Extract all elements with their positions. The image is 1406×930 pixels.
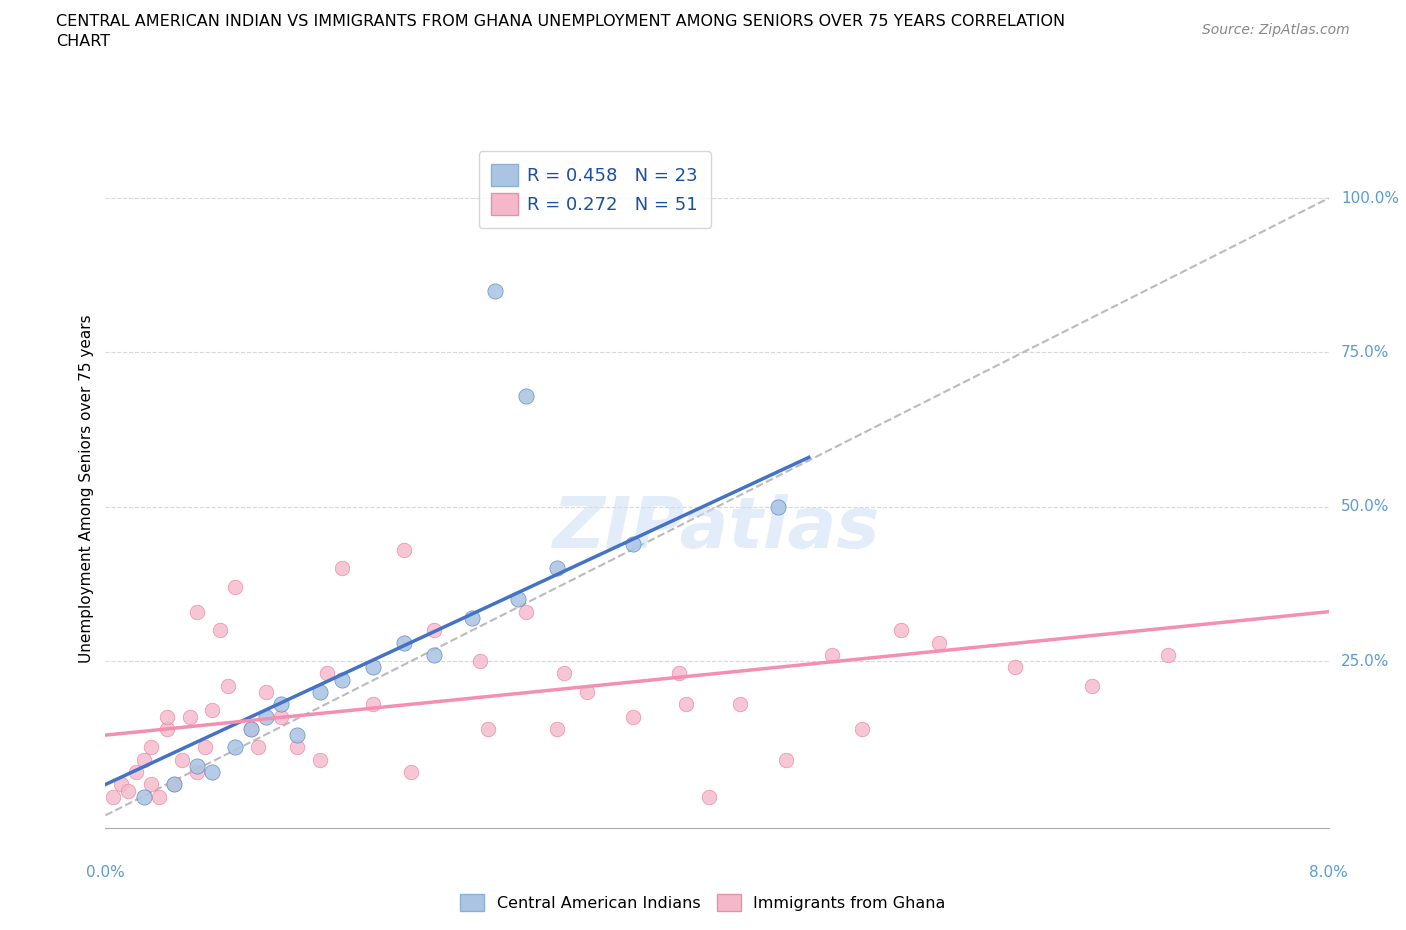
Point bbox=[484, 284, 506, 299]
Point bbox=[392, 635, 415, 650]
Point bbox=[155, 710, 177, 724]
Point bbox=[201, 703, 224, 718]
Point bbox=[308, 684, 330, 699]
Point bbox=[186, 604, 208, 619]
Point bbox=[546, 722, 568, 737]
Point bbox=[270, 710, 292, 724]
Point bbox=[621, 537, 644, 551]
Point bbox=[423, 623, 446, 638]
Point bbox=[928, 635, 950, 650]
Point bbox=[508, 591, 530, 606]
Point bbox=[1157, 647, 1180, 662]
Point bbox=[141, 740, 163, 755]
Point bbox=[477, 722, 499, 737]
Point bbox=[186, 764, 208, 779]
Point bbox=[399, 764, 422, 779]
Point bbox=[224, 579, 246, 594]
Point bbox=[553, 666, 575, 681]
Point bbox=[254, 710, 277, 724]
Point bbox=[546, 561, 568, 576]
Point bbox=[125, 764, 148, 779]
Point bbox=[576, 684, 599, 699]
Point bbox=[675, 697, 697, 711]
Point bbox=[699, 790, 721, 804]
Point bbox=[148, 790, 170, 804]
Text: CHART: CHART bbox=[56, 34, 110, 49]
Point bbox=[101, 790, 124, 804]
Point bbox=[332, 672, 354, 687]
Point bbox=[285, 740, 308, 755]
Point bbox=[194, 740, 217, 755]
Point bbox=[163, 777, 186, 792]
Point bbox=[621, 710, 644, 724]
Text: 8.0%: 8.0% bbox=[1309, 865, 1348, 880]
Point bbox=[361, 697, 384, 711]
Point bbox=[217, 678, 239, 693]
Point bbox=[179, 710, 201, 724]
Point bbox=[515, 388, 537, 403]
Point bbox=[239, 722, 262, 737]
Point bbox=[132, 790, 155, 804]
Point bbox=[254, 684, 277, 699]
Point bbox=[186, 759, 208, 774]
Text: 0.0%: 0.0% bbox=[86, 865, 125, 880]
Point bbox=[461, 610, 484, 625]
Text: ZIPatlas: ZIPatlas bbox=[554, 495, 880, 564]
Point bbox=[163, 777, 186, 792]
Point bbox=[392, 542, 415, 557]
Point bbox=[170, 752, 193, 767]
Point bbox=[141, 777, 163, 792]
Point bbox=[361, 659, 384, 674]
Point bbox=[285, 727, 308, 742]
Point bbox=[423, 647, 446, 662]
Point bbox=[132, 752, 155, 767]
Legend: Central American Indians, Immigrants from Ghana: Central American Indians, Immigrants fro… bbox=[454, 888, 952, 917]
Text: Source: ZipAtlas.com: Source: ZipAtlas.com bbox=[1202, 23, 1350, 37]
Text: 75.0%: 75.0% bbox=[1341, 345, 1389, 360]
Point bbox=[209, 623, 232, 638]
Text: 50.0%: 50.0% bbox=[1341, 499, 1389, 514]
Text: 100.0%: 100.0% bbox=[1341, 191, 1399, 206]
Point bbox=[889, 623, 911, 638]
Legend: R = 0.458   N = 23, R = 0.272   N = 51: R = 0.458 N = 23, R = 0.272 N = 51 bbox=[478, 151, 711, 228]
Point bbox=[768, 499, 790, 514]
Point bbox=[247, 740, 270, 755]
Point bbox=[110, 777, 132, 792]
Point bbox=[775, 752, 797, 767]
Point bbox=[821, 647, 844, 662]
Point bbox=[515, 604, 537, 619]
Y-axis label: Unemployment Among Seniors over 75 years: Unemployment Among Seniors over 75 years bbox=[79, 314, 94, 662]
Text: CENTRAL AMERICAN INDIAN VS IMMIGRANTS FROM GHANA UNEMPLOYMENT AMONG SENIORS OVER: CENTRAL AMERICAN INDIAN VS IMMIGRANTS FR… bbox=[56, 14, 1066, 29]
Point bbox=[155, 722, 177, 737]
Text: 25.0%: 25.0% bbox=[1341, 654, 1389, 669]
Point bbox=[316, 666, 339, 681]
Point bbox=[332, 561, 354, 576]
Point bbox=[239, 722, 262, 737]
Point bbox=[851, 722, 873, 737]
Point bbox=[668, 666, 690, 681]
Point bbox=[270, 697, 292, 711]
Point bbox=[1004, 659, 1026, 674]
Point bbox=[117, 783, 139, 798]
Point bbox=[1080, 678, 1102, 693]
Point bbox=[224, 740, 246, 755]
Point bbox=[201, 764, 224, 779]
Point bbox=[308, 752, 330, 767]
Point bbox=[468, 654, 491, 669]
Point bbox=[728, 697, 751, 711]
